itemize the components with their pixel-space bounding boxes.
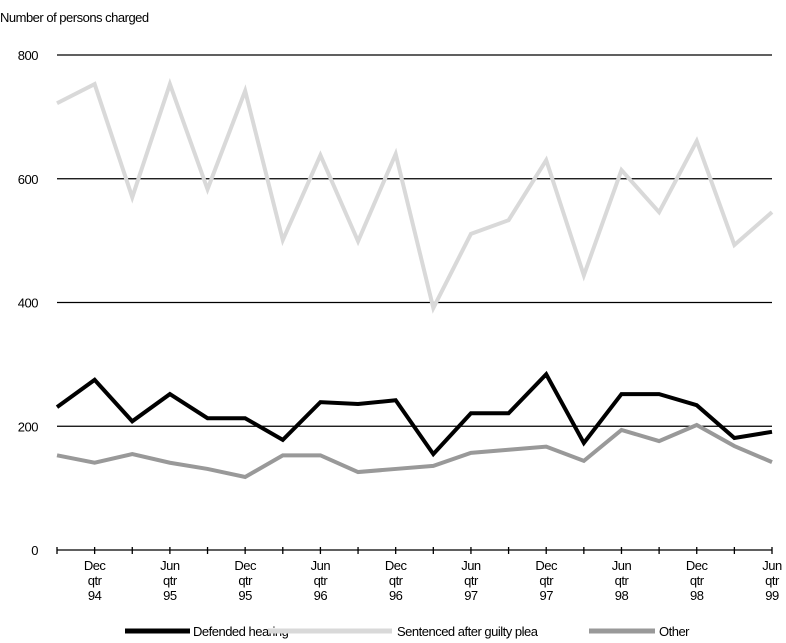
y-tick-label: 200 <box>18 419 38 434</box>
y-tick-label: 600 <box>18 172 38 187</box>
x-tick-label: Jun qtr 95 <box>160 558 180 603</box>
legend-label: Other <box>659 624 690 639</box>
x-tick-label: Dec qtr 98 <box>686 558 709 603</box>
y-tick-label: 0 <box>31 543 38 558</box>
x-tick-label: Dec qtr 95 <box>234 558 257 603</box>
x-tick-label: Dec qtr 97 <box>535 558 558 603</box>
legend-label: Sentenced after guilty plea <box>397 624 539 639</box>
line-series <box>55 370 773 458</box>
x-tick-label: Dec qtr 94 <box>84 558 107 603</box>
x-tick-label: Dec qtr 96 <box>385 558 408 603</box>
line-series <box>56 422 773 480</box>
x-tick-label: Jun qtr 98 <box>612 558 632 603</box>
y-axis-title: Number of persons charged <box>0 10 149 25</box>
y-tick-label: 800 <box>18 48 38 63</box>
y-tick-label: 400 <box>18 296 38 311</box>
legend-label: Defended hearing <box>193 624 289 639</box>
x-tick-label: Jun qtr 97 <box>461 558 481 603</box>
line-series <box>56 77 774 314</box>
x-tick-label: Jun qtr 96 <box>311 558 331 603</box>
x-tick-label: Jun qtr 99 <box>762 558 782 603</box>
